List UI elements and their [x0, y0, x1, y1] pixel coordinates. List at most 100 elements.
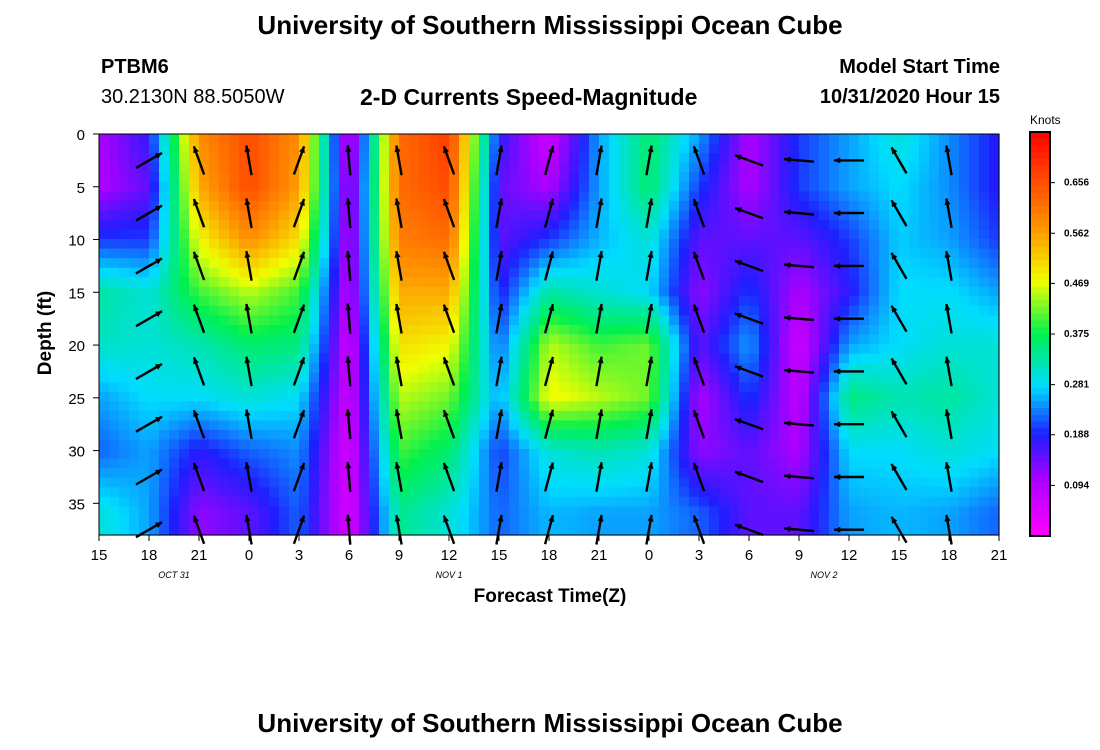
heatmap-cell [319, 324, 330, 336]
heatmap-cell [889, 458, 900, 469]
heatmap-cell [949, 248, 960, 259]
heatmap-cell [729, 334, 740, 345]
y-tick-label: 25 [68, 391, 85, 408]
heatmap-cell [219, 296, 230, 307]
heatmap-cell [109, 210, 120, 221]
heatmap-cell [379, 210, 390, 221]
current-vector-arrow [645, 409, 654, 440]
heatmap-cell [769, 324, 780, 336]
heatmap-cell [229, 496, 240, 507]
heatmap-cell [729, 382, 740, 393]
current-vector-head [944, 462, 951, 469]
heatmap-cell [279, 334, 290, 345]
heatmap-cell [299, 286, 310, 297]
heatmap-cell [739, 324, 750, 336]
heatmap-cell [809, 506, 820, 517]
heatmap-cell [409, 296, 420, 307]
current-vector-head [299, 199, 305, 206]
heatmap-cell [749, 296, 760, 307]
heatmap-cell [379, 391, 390, 402]
heatmap-cell [229, 525, 240, 536]
heatmap-cell [839, 515, 850, 527]
heatmap-cell [319, 267, 330, 278]
heatmap-cell [779, 372, 790, 383]
x-tick-label: 3 [295, 547, 303, 564]
current-vector-head [345, 303, 352, 311]
heatmap-cell [489, 324, 500, 336]
heatmap-cell [739, 191, 750, 202]
heatmap-cell [589, 324, 600, 336]
heatmap-cell [659, 496, 670, 507]
heatmap-cell [779, 181, 790, 192]
heatmap-cell [549, 420, 560, 431]
heatmap-cell [529, 487, 540, 498]
current-vector-head [693, 515, 699, 523]
heatmap-cell [99, 477, 110, 488]
heatmap-cell [819, 229, 830, 240]
heatmap-cell [989, 391, 1000, 402]
heatmap-cell [179, 181, 190, 192]
heatmap-cell [529, 324, 540, 336]
heatmap-cell [499, 296, 510, 307]
heatmap-cell [239, 363, 250, 374]
heatmap-cell [829, 401, 840, 412]
heatmap-cell [659, 315, 670, 326]
heatmap-cell [409, 496, 420, 507]
heatmap-cell [269, 429, 280, 441]
heatmap-cell [509, 258, 520, 269]
heatmap-cell [189, 344, 200, 355]
heatmap-cell [409, 391, 420, 402]
heatmap-cell [689, 439, 700, 450]
heatmap-cell [609, 363, 620, 374]
heatmap-cell [669, 172, 680, 183]
heatmap-cell [929, 181, 940, 192]
current-vector-head [155, 416, 162, 423]
heatmap-cell [159, 210, 170, 221]
heatmap-cell [889, 391, 900, 402]
heatmap-cell [139, 477, 150, 488]
heatmap-cell [589, 334, 600, 345]
heatmap-cell [619, 286, 630, 297]
heatmap-cell [519, 401, 530, 412]
heatmap-cell [379, 429, 390, 441]
heatmap-cell [199, 515, 210, 527]
heatmap-cell [489, 219, 500, 231]
heatmap-cell [959, 410, 970, 422]
heatmap-cell [849, 210, 860, 221]
heatmap-cell [119, 344, 130, 355]
current-vector-head [834, 157, 841, 164]
heatmap-cell [889, 277, 900, 288]
heatmap-cell [699, 181, 710, 192]
heatmap-cell [679, 258, 690, 269]
heatmap-cell [379, 296, 390, 307]
heatmap-cell [249, 296, 260, 307]
heatmap-cell [239, 277, 250, 288]
heatmap-cell [519, 248, 530, 259]
heatmap-cell [949, 143, 960, 154]
heatmap-cell [719, 191, 730, 202]
heatmap-cell [539, 286, 550, 297]
heatmap-cell [539, 334, 550, 345]
heatmap-cell [469, 172, 480, 183]
heatmap-cell [689, 162, 700, 173]
heatmap-cell [479, 248, 490, 259]
heatmap-cell [509, 200, 520, 211]
heatmap-cell [859, 401, 870, 412]
heatmap-cell [479, 458, 490, 469]
heatmap-cell [149, 200, 160, 211]
heatmap-cell [329, 525, 340, 536]
heatmap-cell [199, 239, 210, 250]
heatmap-cell [869, 344, 880, 355]
heatmap-cell [879, 258, 890, 269]
heatmap-cell [929, 496, 940, 507]
heatmap-cell [119, 334, 130, 345]
current-vector-head [784, 314, 791, 321]
heatmap-cell [339, 515, 350, 527]
heatmap-cell [289, 172, 300, 183]
heatmap-cell [579, 429, 590, 441]
heatmap-cell [919, 315, 930, 326]
heatmap-cell [579, 286, 590, 297]
y-tick-label: 0 [77, 127, 85, 144]
heatmap-cell [239, 344, 250, 355]
heatmap-cell [589, 219, 600, 231]
